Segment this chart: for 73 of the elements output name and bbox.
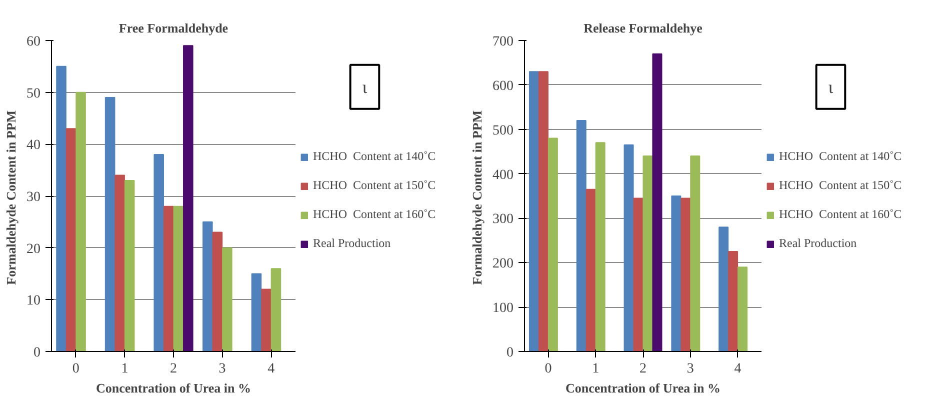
bar [173, 206, 184, 352]
bar [270, 268, 282, 352]
x-tick-label: 3 [218, 362, 226, 376]
x-tick-label: 0 [72, 362, 80, 376]
bar [538, 71, 548, 352]
bar [114, 174, 125, 352]
x-tick-label: 4 [734, 362, 742, 376]
legend-label: Real Production [779, 236, 857, 251]
text: ɩ [362, 76, 368, 97]
bar [718, 226, 729, 352]
x-tick-label: 2 [170, 362, 177, 376]
bar [163, 206, 174, 352]
y-tick-label: 200 [492, 256, 514, 272]
chart-title: Release Formaldehye [584, 20, 703, 36]
bar [104, 97, 116, 352]
x-axis-title: Concentration of Urea in % [565, 380, 721, 396]
y-tick-label: 50 [26, 86, 40, 102]
legend-label: HCHO Content at 150˚C [313, 178, 436, 193]
bar [738, 266, 748, 352]
bar [66, 128, 76, 352]
y-tick-label: 60 [26, 34, 40, 50]
bar [633, 198, 644, 352]
y-tick-label: 10 [26, 294, 40, 309]
chart-title: Free Formaldehyde [118, 20, 228, 36]
bar [183, 45, 194, 352]
x-tick-label: 1 [121, 362, 128, 376]
bar [56, 66, 66, 352]
x-tick-label: 1 [592, 362, 600, 376]
y-tick-label: 20 [26, 242, 40, 257]
x-tick-label: 4 [268, 362, 275, 376]
bar [728, 251, 738, 352]
bar [251, 273, 262, 352]
bar [154, 154, 164, 352]
bar [690, 156, 700, 352]
bar [671, 196, 682, 352]
x-tick-label: 2 [640, 362, 646, 376]
y-axis-title: Formaldehyde Content in PPM [4, 110, 18, 285]
bar [642, 156, 653, 352]
bar [576, 120, 586, 352]
bar [586, 188, 596, 352]
x-tick-label: 3 [686, 362, 694, 376]
legend-label: Real Production [313, 236, 391, 251]
y-axis-title: Formaldehyde Content in PPM [470, 110, 484, 285]
y-tick-label: 0 [506, 346, 514, 360]
y-tick-label: 300 [492, 212, 514, 228]
y-tick-label: 0 [34, 346, 40, 360]
x-axis-title: Concentration of Urea in % [96, 380, 252, 396]
bar [76, 92, 86, 352]
y-tick-label: 100 [492, 301, 514, 316]
bar [548, 138, 558, 352]
legend-label: HCHO Content at 160˚C [779, 207, 902, 222]
bar [222, 247, 232, 352]
y-tick-label: 400 [492, 168, 514, 183]
legend-label: HCHO Content at 150˚C [779, 178, 902, 193]
bar [202, 221, 213, 352]
y-tick-label: 40 [26, 138, 40, 154]
y-tick-label: 700 [492, 34, 514, 50]
bar [124, 180, 135, 352]
x-tick-label: 0 [544, 362, 552, 376]
bar [528, 71, 539, 352]
bar [212, 232, 223, 352]
bar [595, 142, 606, 352]
y-tick-label: 600 [492, 78, 514, 94]
legend-label: HCHO Content at 140˚C [313, 149, 436, 164]
text: ɩ [828, 76, 834, 97]
legend-label: HCHO Content at 140˚C [779, 149, 902, 164]
y-tick-label: 30 [26, 190, 40, 205]
bar [652, 53, 662, 352]
bar [261, 288, 272, 352]
bar [680, 198, 691, 352]
y-tick-label: 500 [492, 123, 514, 138]
legend-label: HCHO Content at 160˚C [313, 207, 436, 222]
bar [624, 144, 634, 352]
